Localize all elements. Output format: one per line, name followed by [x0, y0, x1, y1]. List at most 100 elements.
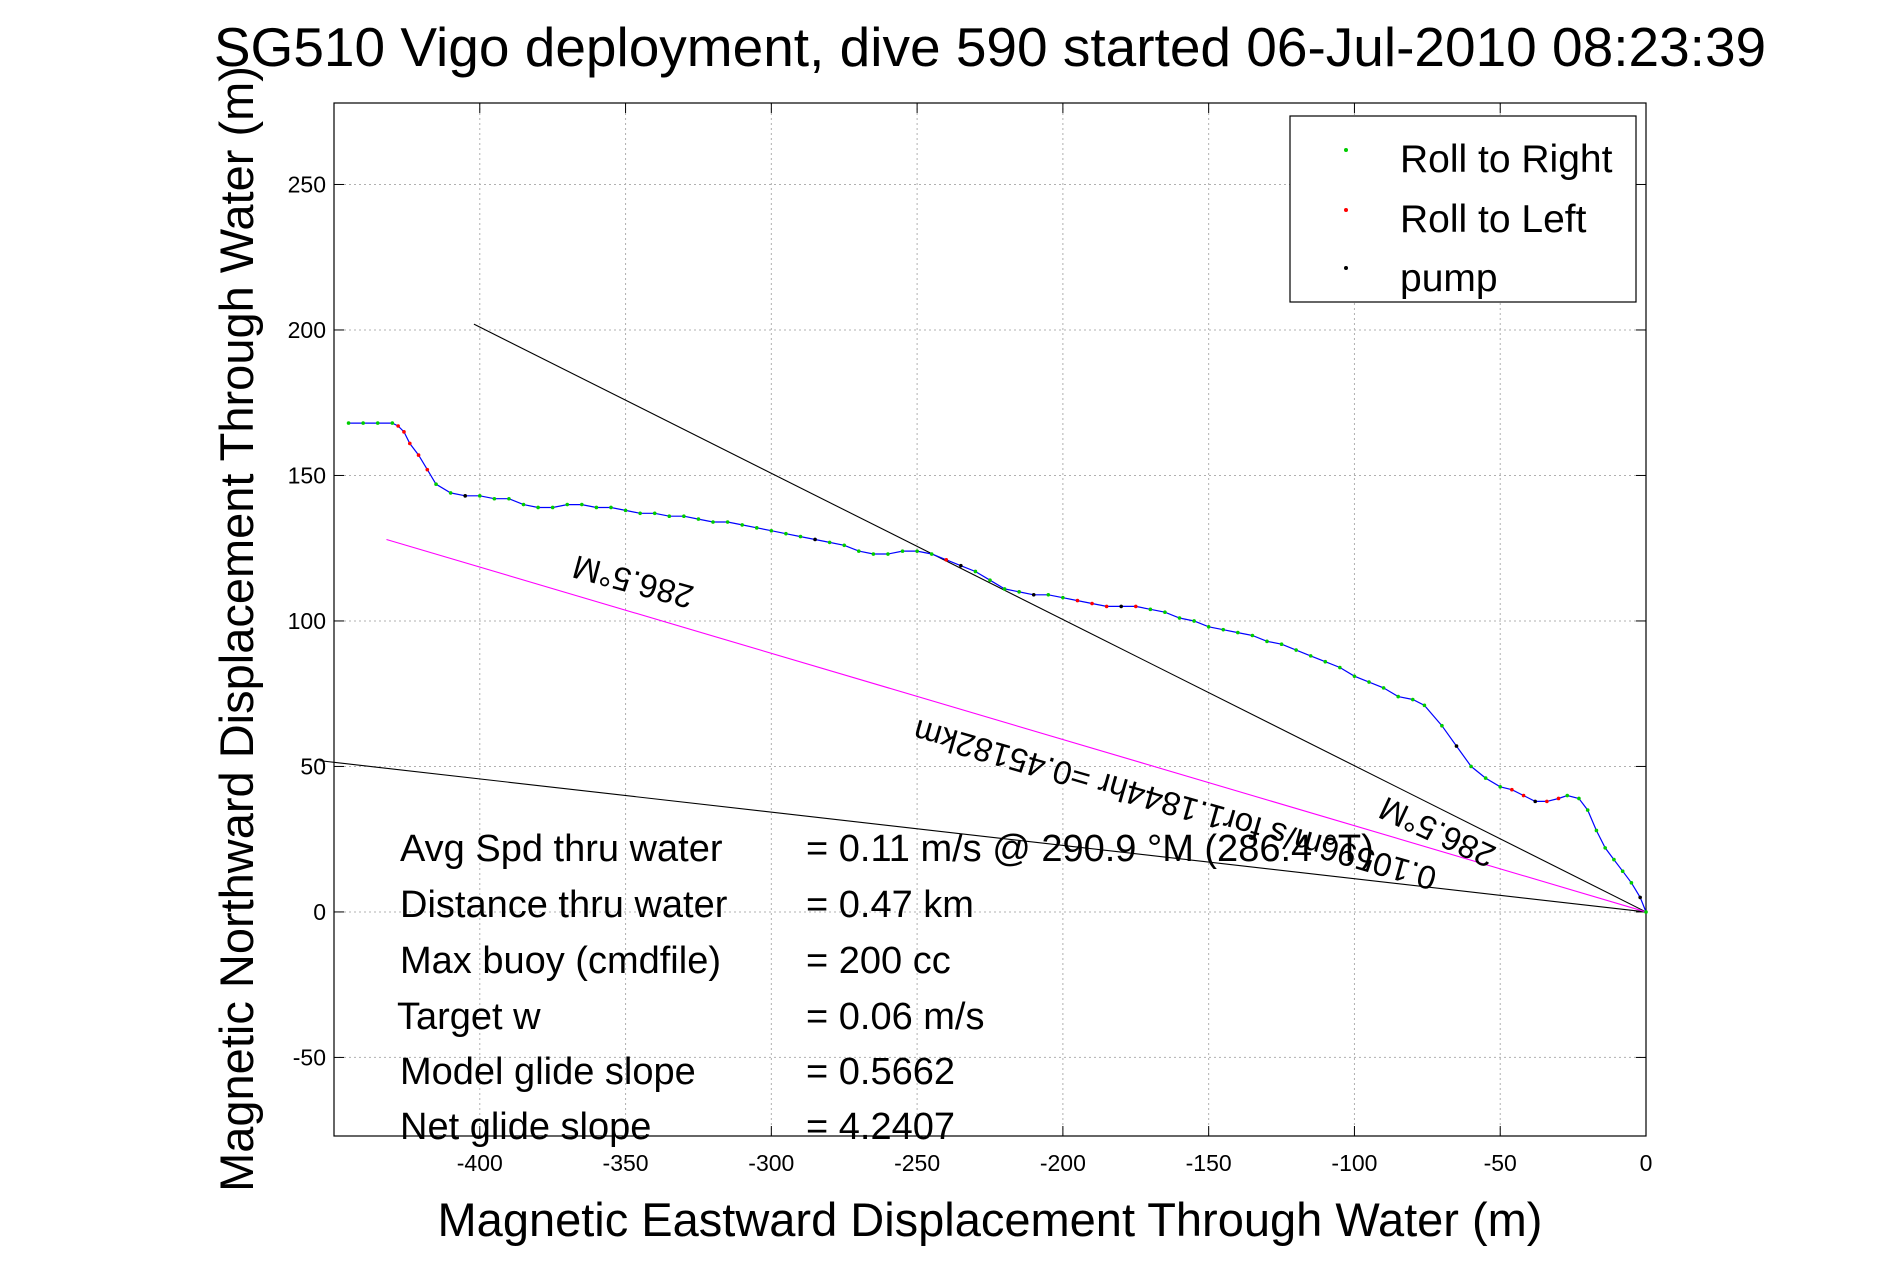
roll-right-marker: [1177, 616, 1182, 620]
roll-left-marker: [1075, 598, 1080, 603]
x-tick-label: -200: [1040, 1150, 1086, 1176]
roll-right-marker: [711, 520, 715, 524]
legend: Roll to Right Roll to Left pump: [1289, 115, 1637, 303]
roll-right-marker: [448, 491, 453, 495]
x-tick-label: -100: [1331, 1150, 1377, 1176]
stat-value-model-glide: = 0.5662: [806, 1051, 955, 1093]
roll-right-marker: [1498, 785, 1503, 789]
reference-lines: [319, 323, 1647, 913]
roll-right-marker: [375, 421, 380, 425]
legend-swatch-roll-right: [1344, 148, 1348, 152]
roll-right-marker: [696, 517, 701, 521]
y-tick-label: 200: [288, 317, 326, 343]
roll-right-marker: [652, 511, 657, 516]
roll-right-marker: [842, 543, 847, 548]
roll-left-marker: [1133, 604, 1138, 609]
y-tick-label: 0: [313, 899, 326, 925]
roll-right-marker: [638, 511, 642, 516]
roll-right-marker: [361, 421, 365, 425]
stat-label-max-buoy: Max buoy (cmdfile): [400, 940, 721, 982]
stat-value-avg-speed: = 0.11 m/s @ 290.9 °M (286.4 °T): [806, 828, 1374, 870]
roll-right-marker: [784, 531, 788, 536]
pump-marker: [463, 494, 468, 498]
roll-right-marker: [1483, 776, 1488, 780]
stat-label-avg-speed: Avg Spd thru water: [400, 828, 723, 870]
roll-left-marker: [396, 424, 400, 428]
roll-right-marker: [740, 523, 744, 527]
dive-track: [348, 422, 1647, 913]
stat-value-distance: = 0.47 km: [806, 884, 974, 926]
stat-value-net-glide: = 4.2407: [806, 1106, 955, 1148]
roll-right-marker: [550, 505, 555, 510]
x-tick-label: -400: [457, 1150, 503, 1176]
roll-right-marker: [1061, 595, 1065, 600]
roll-right-marker: [988, 578, 992, 583]
heading-label-upper: 286.5°M: [569, 548, 698, 616]
roll-right-marker: [1236, 630, 1240, 635]
x-axis-ticks: -400 -350 -300 -250 -200 -150 -100 -50 0: [457, 103, 1652, 1176]
roll-right-marker: [1046, 592, 1051, 597]
roll-right-marker: [798, 534, 803, 539]
roll-left-marker: [425, 467, 430, 472]
legend-swatch-roll-left: [1344, 208, 1348, 212]
x-tick-label: -300: [748, 1150, 794, 1176]
x-tick-label: -50: [1484, 1150, 1517, 1176]
roll-right-marker: [390, 421, 395, 425]
roll-right-marker: [492, 496, 497, 501]
roll-right-marker: [682, 514, 686, 518]
roll-right-marker: [1440, 723, 1444, 728]
pump-marker: [1638, 895, 1642, 900]
roll-right-marker: [1338, 665, 1342, 670]
roll-right-marker: [1017, 590, 1021, 594]
legend-swatch-pump: [1344, 266, 1348, 270]
stat-value-max-buoy: = 200 cc: [806, 940, 951, 982]
roll-right-marker: [929, 552, 934, 556]
roll-right-marker: [1585, 808, 1590, 812]
roll-right-marker: [1381, 686, 1386, 690]
roll-left-marker: [944, 558, 949, 562]
roll-right-marker: [1410, 697, 1415, 702]
roll-right-marker: [1367, 680, 1371, 684]
roll-right-marker: [477, 494, 482, 498]
roll-right-marker: [1565, 793, 1570, 798]
black-line-lower: [319, 760, 1647, 913]
x-axis-label: Magnetic Eastward Displacement Through W…: [438, 1193, 1543, 1246]
roll-left-marker: [1521, 793, 1526, 798]
roll-right-marker: [754, 526, 759, 530]
roll-right-marker: [565, 502, 570, 507]
roll-right-marker: [769, 528, 774, 533]
roll-left-marker: [402, 430, 406, 434]
roll-right-marker: [623, 508, 628, 513]
stat-label-target-w: Target w: [397, 996, 541, 1038]
pump-marker: [813, 537, 817, 542]
legend-label-roll-left: Roll to Left: [1400, 198, 1587, 241]
roll-right-marker: [1148, 607, 1153, 612]
roll-left-marker: [408, 441, 412, 446]
legend-label-pump: pump: [1400, 257, 1498, 300]
stat-label-distance: Distance thru water: [400, 884, 728, 926]
roll-left-marker: [416, 453, 421, 457]
roll-right-marker: [1620, 869, 1625, 874]
roll-right-marker: [521, 502, 526, 507]
y-axis-ticks: -50 0 50 100 150 200 250: [288, 171, 1646, 1070]
x-tick-label: -150: [1186, 1150, 1232, 1176]
y-tick-label: 150: [288, 462, 326, 488]
roll-right-marker: [725, 520, 730, 524]
roll-right-marker: [973, 569, 978, 574]
y-tick-label: 250: [288, 171, 326, 197]
roll-right-marker: [1294, 648, 1298, 652]
track-markers: [346, 421, 1648, 914]
track-line: [348, 422, 1647, 913]
legend-label-roll-right: Roll to Right: [1400, 138, 1613, 181]
roll-right-marker: [1163, 610, 1167, 615]
roll-right-marker: [886, 552, 890, 556]
stat-label-model-glide: Model glide slope: [400, 1051, 696, 1093]
pump-marker: [959, 563, 963, 568]
roll-right-marker: [1352, 674, 1357, 679]
roll-right-marker: [1250, 633, 1255, 638]
y-tick-label: -50: [293, 1044, 326, 1070]
y-tick-label: 100: [288, 608, 326, 634]
roll-right-marker: [1422, 703, 1427, 708]
roll-right-marker: [900, 549, 905, 553]
